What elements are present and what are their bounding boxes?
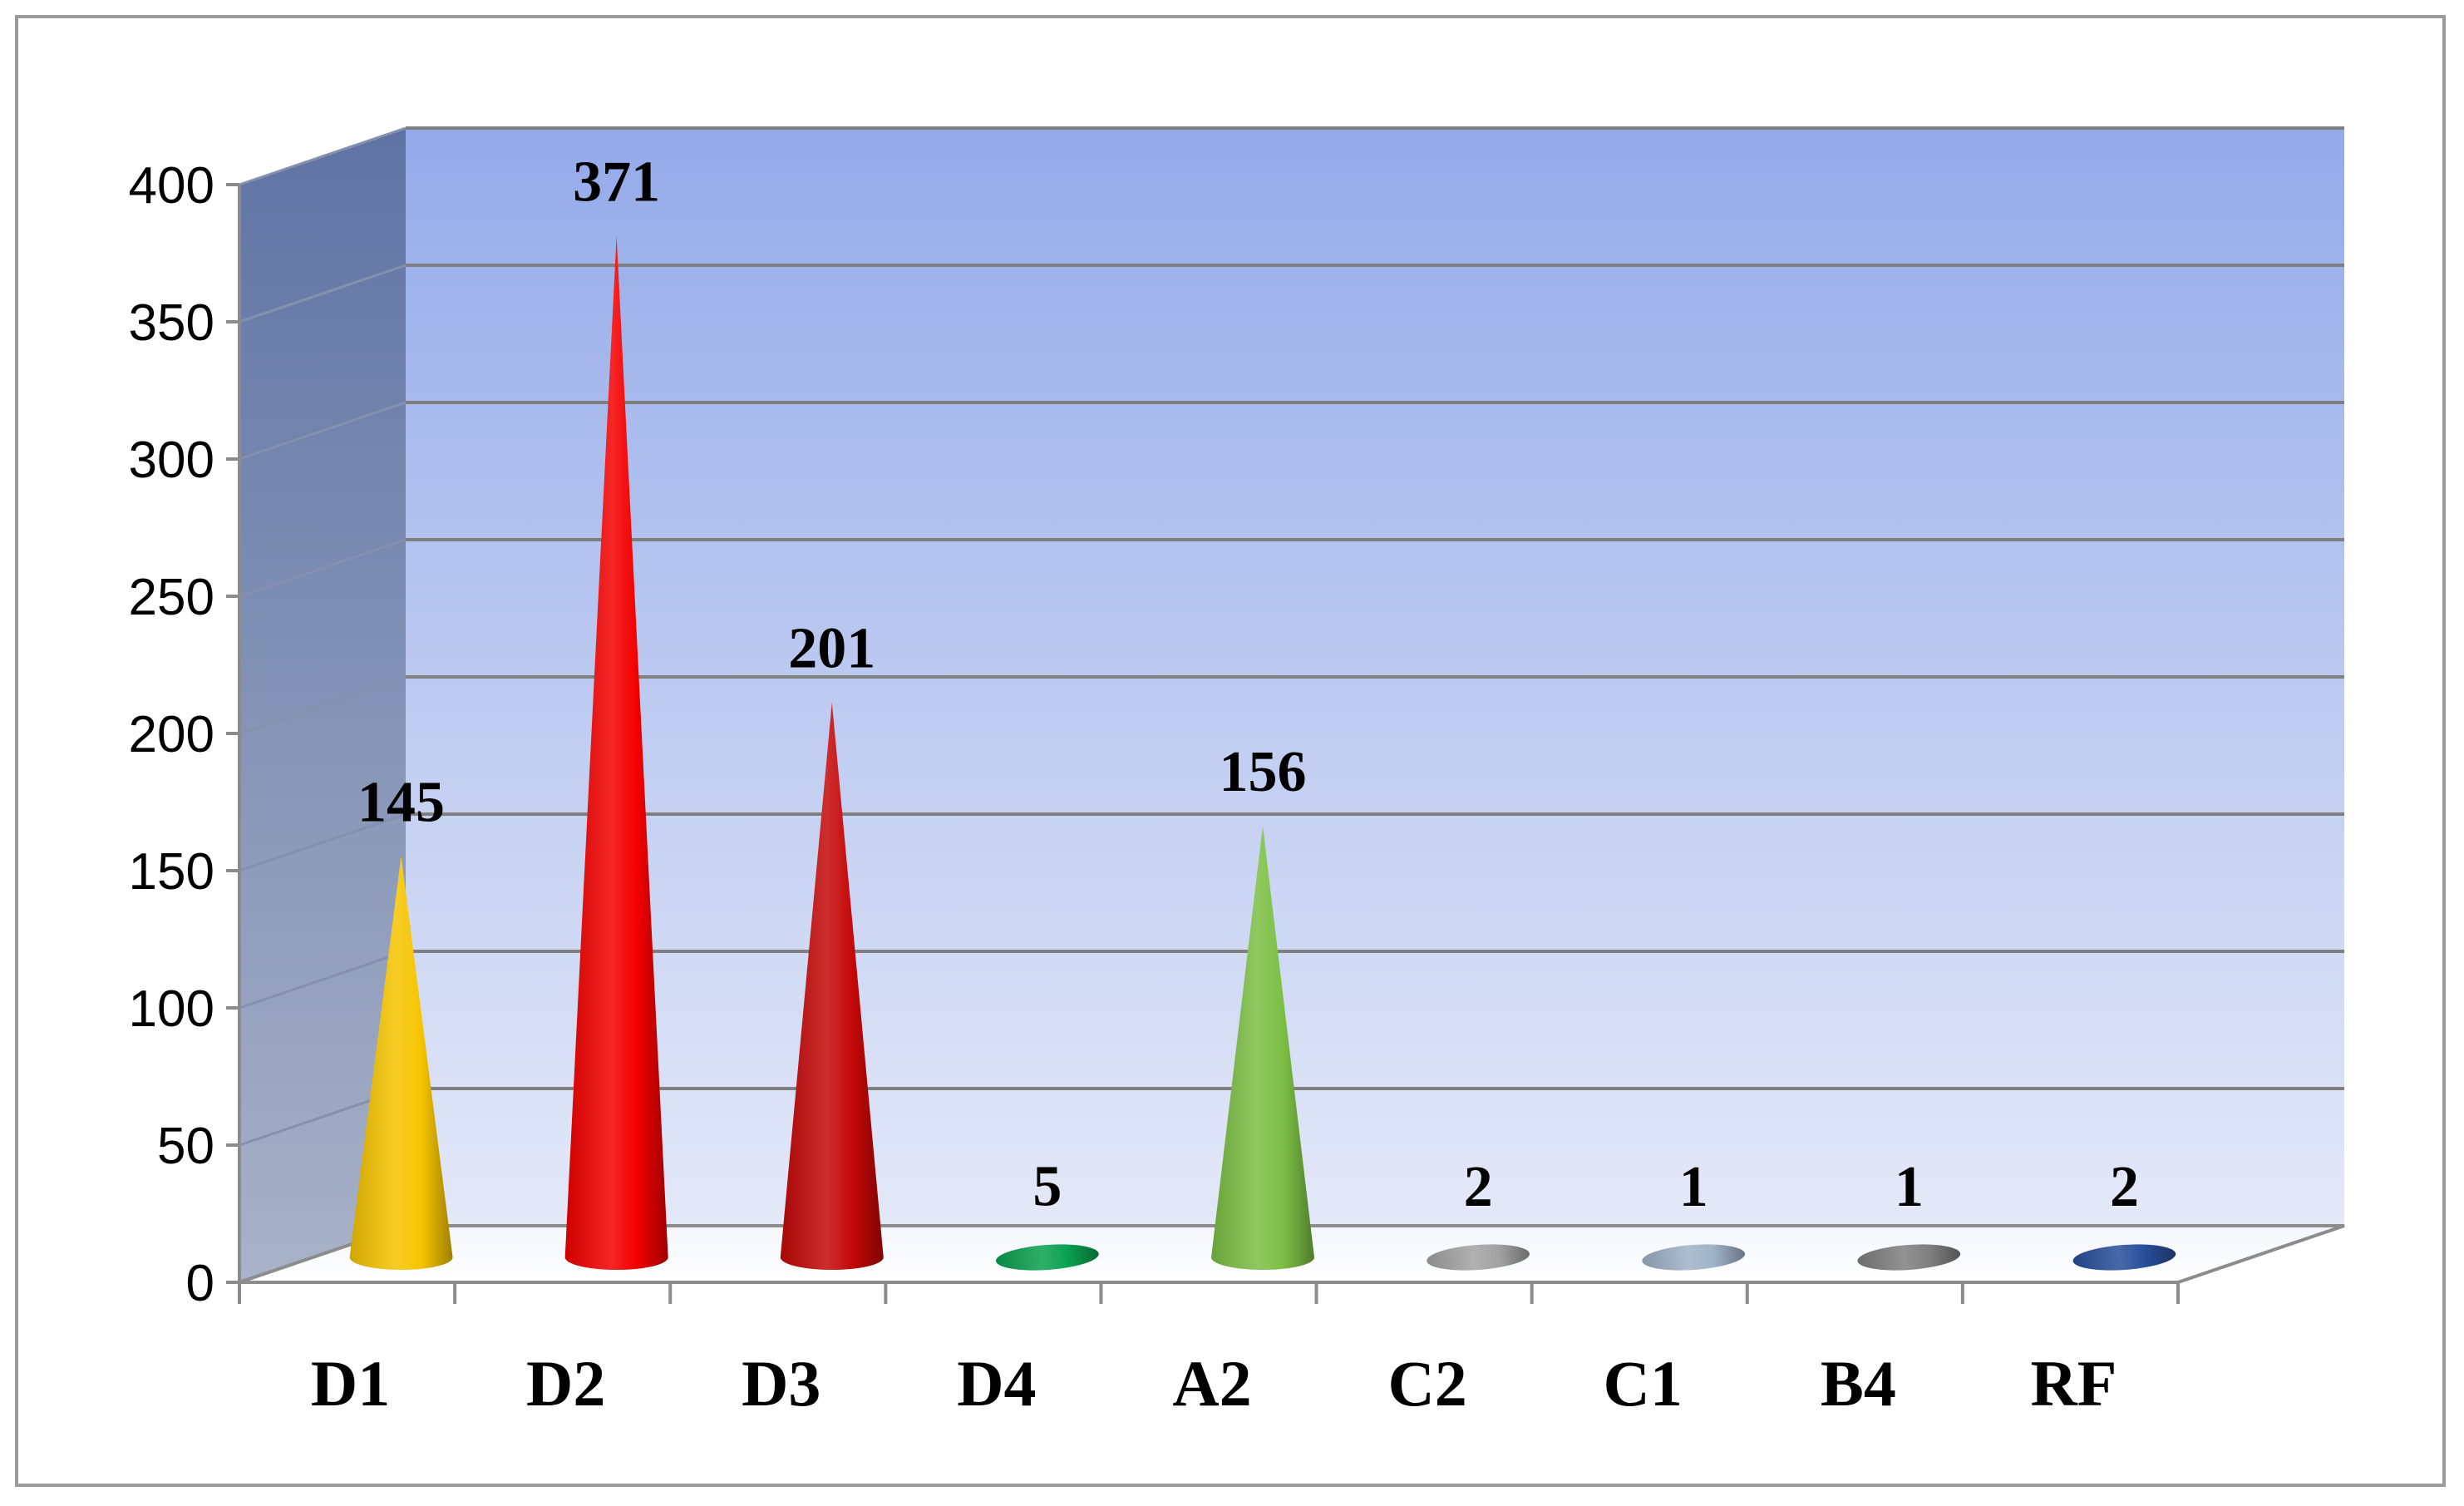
- gridline-side: [239, 675, 407, 735]
- x-category-label: C1: [1604, 1347, 1683, 1420]
- cone-c1: [1642, 1244, 1746, 1271]
- cone-base: [1642, 1244, 1746, 1271]
- gridline-side: [239, 538, 407, 598]
- cone-base: [2072, 1244, 2176, 1271]
- y-tick-label: 350: [129, 294, 214, 352]
- data-label: 145: [357, 771, 445, 835]
- gridline-side: [239, 126, 407, 186]
- y-tick-label: 400: [129, 157, 214, 215]
- cone-base: [1427, 1244, 1530, 1271]
- x-category-label: C2: [1387, 1347, 1466, 1420]
- data-label: 2: [2110, 1155, 2139, 1219]
- cone-a2: [1211, 826, 1314, 1270]
- y-tick-label: 250: [129, 569, 214, 626]
- y-tick-label: 0: [186, 1255, 214, 1312]
- cone-d2: [564, 235, 668, 1271]
- cone-body: [564, 235, 668, 1271]
- cone-b4: [1857, 1244, 1961, 1271]
- cone-d1: [349, 856, 453, 1270]
- gridline-side: [239, 401, 407, 461]
- cone-body: [780, 702, 884, 1270]
- y-tick-label: 300: [129, 432, 214, 489]
- x-category-label: B4: [1821, 1347, 1896, 1420]
- x-category-label: D3: [742, 1347, 821, 1420]
- cone-rf: [2072, 1244, 2176, 1271]
- data-label: 201: [788, 617, 875, 681]
- cone-d4: [996, 1244, 1099, 1271]
- x-category-label: D4: [957, 1347, 1036, 1420]
- gridline-side: [239, 812, 407, 872]
- data-label: 1: [1679, 1155, 1708, 1219]
- cone-c2: [1427, 1244, 1530, 1271]
- cone-base: [996, 1244, 1099, 1271]
- gridline-side: [239, 264, 407, 323]
- x-category-label: A2: [1172, 1347, 1251, 1420]
- y-tick-label: 200: [129, 706, 214, 763]
- data-label: 156: [1220, 740, 1307, 804]
- data-label: 2: [1464, 1155, 1493, 1219]
- cone-body: [349, 856, 453, 1270]
- y-tick-label: 150: [129, 843, 214, 901]
- data-label: 371: [573, 151, 660, 215]
- data-label: 1: [1895, 1155, 1924, 1219]
- cone-d3: [780, 702, 884, 1270]
- y-tick-label: 100: [129, 980, 214, 1038]
- x-category-label: RF: [2030, 1347, 2117, 1420]
- y-tick-label: 50: [157, 1118, 214, 1175]
- x-category-label: D2: [526, 1347, 605, 1420]
- gridline-side: [239, 950, 407, 1010]
- x-category-label: D1: [311, 1347, 390, 1420]
- data-label: 5: [1032, 1155, 1062, 1219]
- cone-base: [1857, 1244, 1961, 1271]
- cone-body: [1211, 826, 1314, 1270]
